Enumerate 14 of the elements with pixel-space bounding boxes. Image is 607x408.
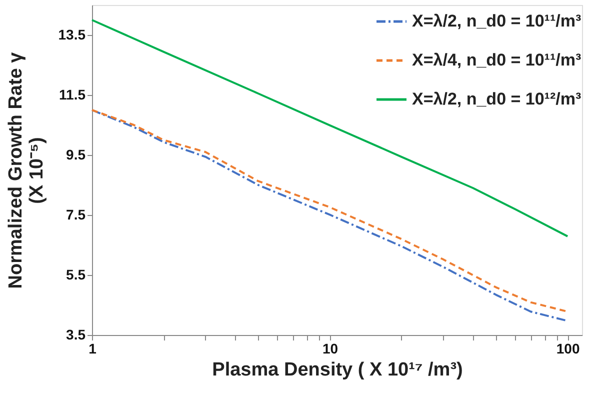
legend-label: X=λ/4, n_d0 = 10¹¹/m³ bbox=[412, 50, 582, 70]
legend-label: X=λ/2, n_d0 = 10¹²/m³ bbox=[412, 90, 582, 108]
x-axis-title: Plasma Density ( X 10¹⁷ /m³) bbox=[212, 360, 463, 380]
x-tick-label: 1 bbox=[88, 340, 97, 356]
y-tick-label: 13.5 bbox=[58, 26, 86, 42]
legend-label: X=λ/2, n_d0 = 10¹¹/m³ bbox=[412, 12, 582, 30]
y-axis-title: Normalized Growth Rate γ (X 10⁻⁵) bbox=[5, 52, 48, 289]
y-tick-label: 7.5 bbox=[66, 206, 86, 222]
y-tick-label: 11.5 bbox=[59, 86, 86, 102]
x-tick-label: 10 bbox=[322, 340, 338, 356]
y-tick-label: 3.5 bbox=[66, 326, 86, 342]
x-tick-label: 100 bbox=[556, 340, 580, 356]
y-tick-label: 5.5 bbox=[66, 266, 86, 282]
y-tick-label: 9.5 bbox=[66, 146, 86, 162]
